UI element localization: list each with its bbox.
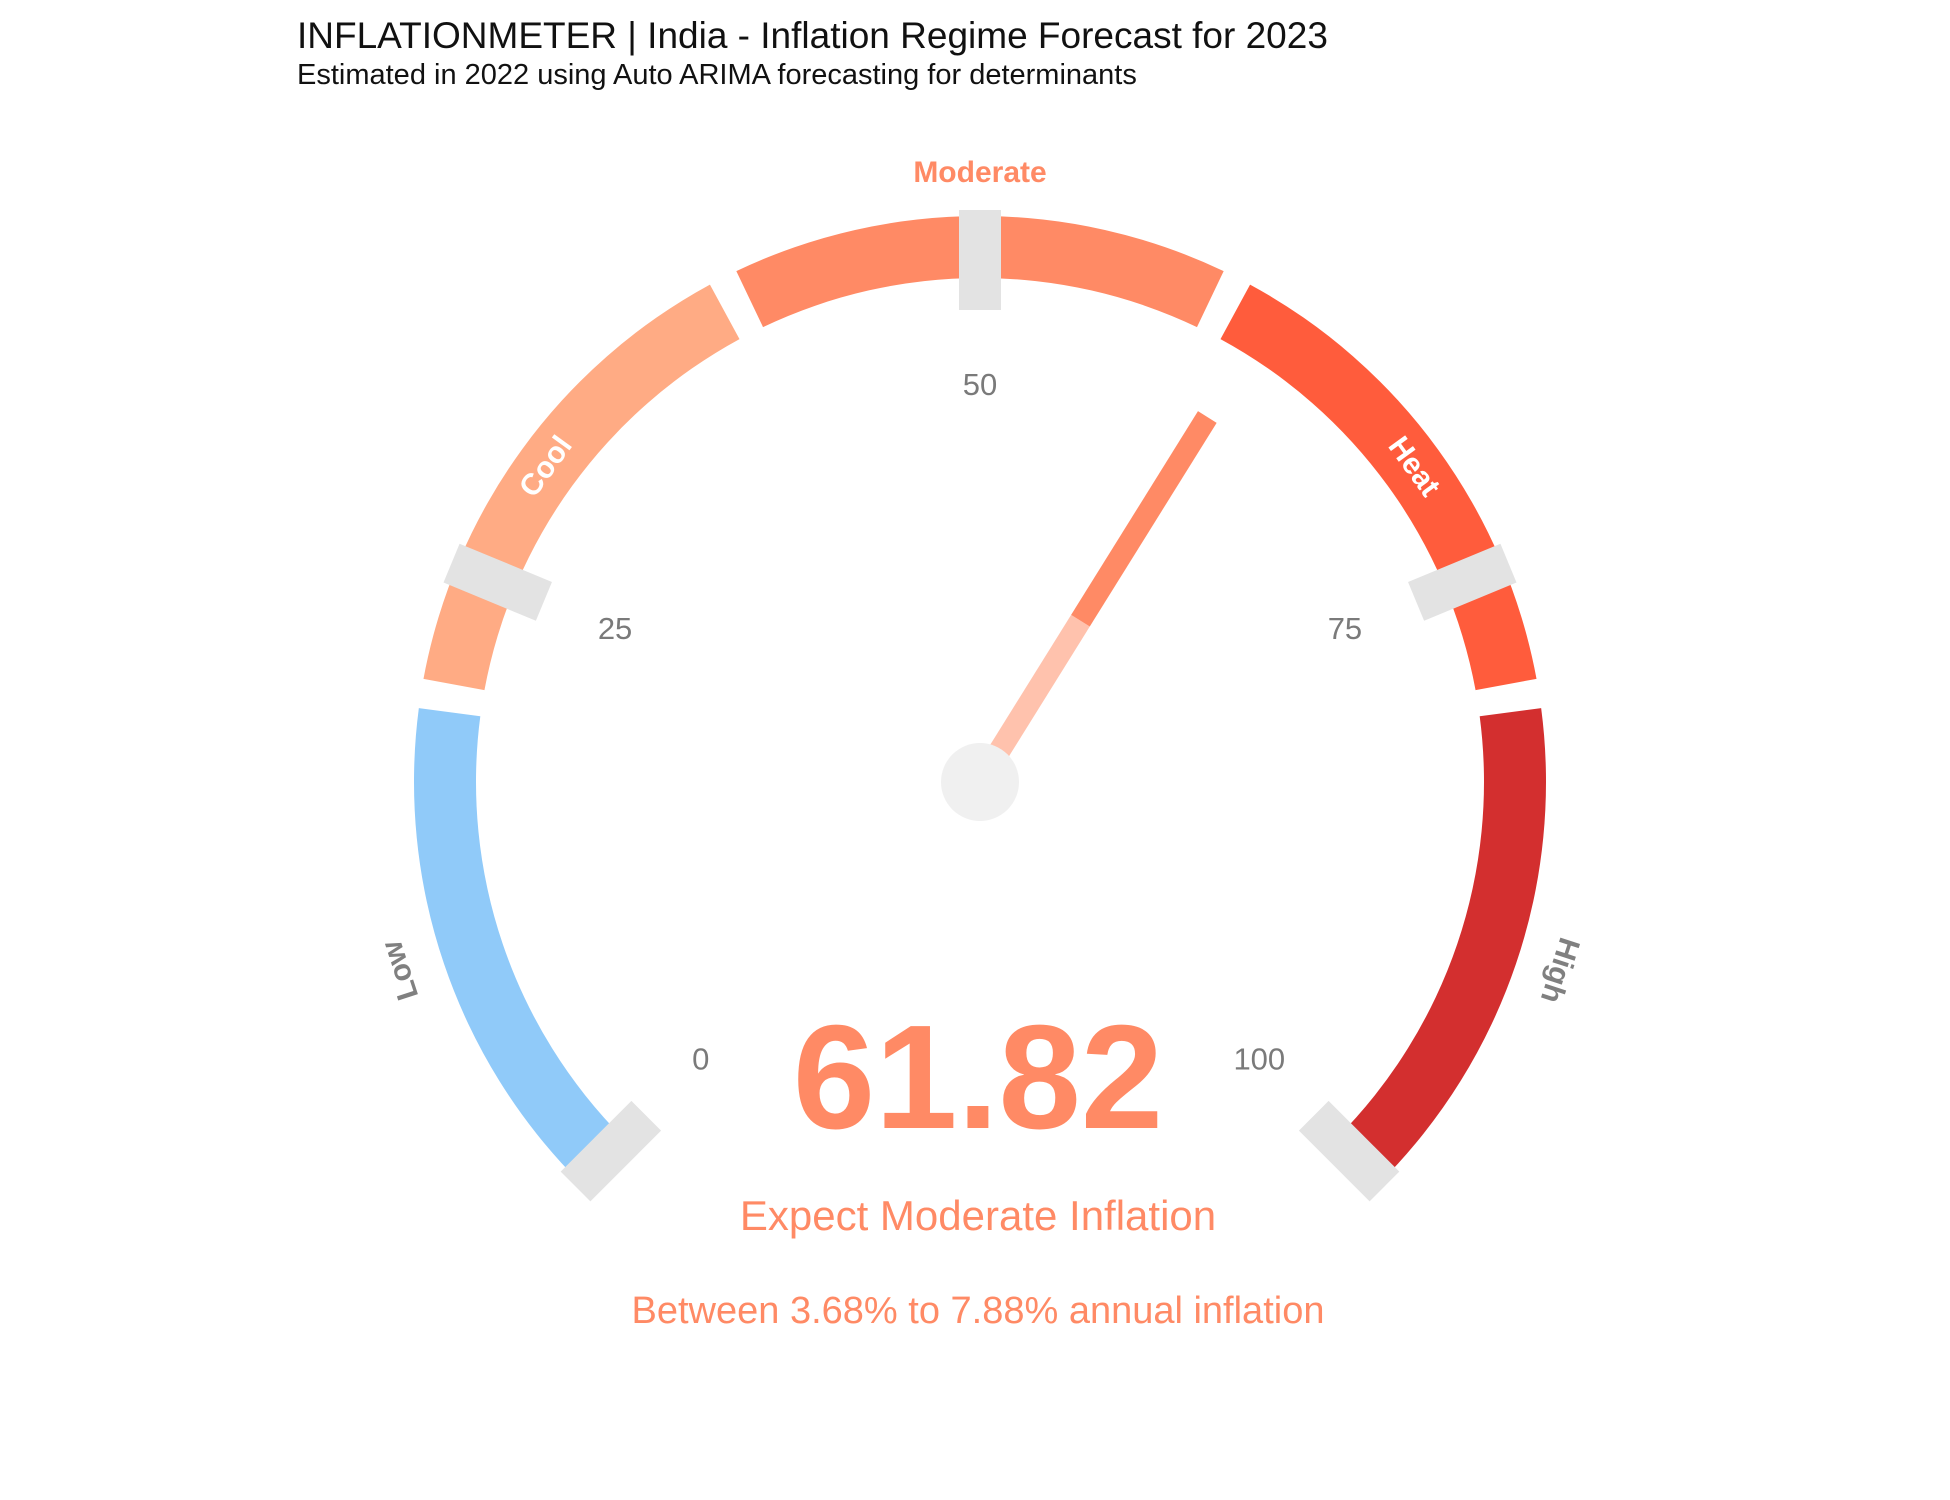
tick-mark-75 bbox=[1408, 543, 1517, 621]
tick-label-25: 25 bbox=[598, 611, 632, 646]
needle-hub bbox=[941, 743, 1019, 821]
gauge-value: 61.82 bbox=[793, 995, 1163, 1160]
zone-arc-heat bbox=[1220, 284, 1537, 691]
tick-mark-25 bbox=[443, 543, 552, 621]
verdict-text: Expect Moderate Inflation bbox=[740, 1192, 1216, 1239]
zone-label-moderate: Moderate bbox=[913, 156, 1046, 189]
chart-title: INFLATIONMETER | India - Inflation Regim… bbox=[297, 15, 1328, 56]
gauge-needle-group bbox=[941, 411, 1217, 821]
zone-label-high: High bbox=[1534, 934, 1586, 1008]
zone-arc-high bbox=[1336, 708, 1547, 1183]
needle-base bbox=[989, 614, 1090, 758]
tick-label-100: 100 bbox=[1233, 1041, 1285, 1076]
tick-label-50: 50 bbox=[963, 367, 997, 402]
tick-mark-0 bbox=[560, 1100, 662, 1202]
zone-arc-cool bbox=[423, 284, 740, 691]
tick-mark-100 bbox=[1298, 1100, 1400, 1202]
chart-header: INFLATIONMETER | India - Inflation Regim… bbox=[297, 14, 1328, 92]
tick-label-0: 0 bbox=[692, 1041, 709, 1076]
zone-label-low: Low bbox=[375, 936, 425, 1004]
inflation-range-text: Between 3.68% to 7.88% annual inflation bbox=[632, 1290, 1325, 1332]
gauge-ticks: 0 25 50 75 100 bbox=[443, 210, 1517, 1202]
chart-subtitle: Estimated in 2022 using Auto ARIMA forec… bbox=[297, 59, 1137, 91]
tick-label-75: 75 bbox=[1328, 611, 1362, 646]
zone-arc-low bbox=[413, 708, 624, 1183]
needle-pointer bbox=[1071, 411, 1217, 627]
